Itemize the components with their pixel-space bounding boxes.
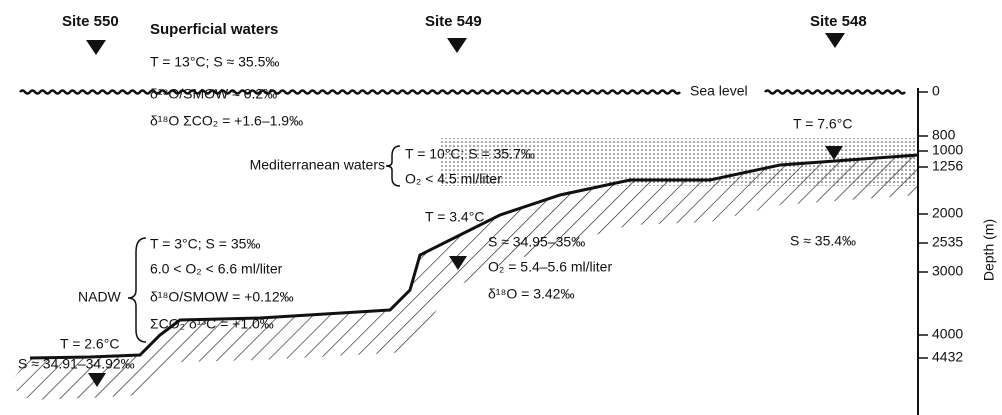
sea-level-label: Sea level (690, 83, 748, 99)
water-property: δ¹⁸O/SMOW ≈ 0.2‰ (150, 86, 277, 102)
salinity-label: S ≈ 35.4‰ (790, 233, 856, 249)
water-property: ΣCO₂ δ¹³C = +1.0‰ (150, 316, 274, 332)
site-label: Site 549 (425, 13, 482, 30)
temperature-label: T = 3.4°C (425, 209, 484, 225)
brace (128, 238, 146, 342)
sea-level-line (20, 91, 680, 94)
site-marker (447, 38, 467, 53)
tick-label: 0 (932, 83, 940, 99)
temperature-label: T = 2.6°C (60, 336, 119, 352)
water-property: O₂ < 4.5 ml/liter (405, 171, 502, 187)
tick-label: 4432 (932, 349, 963, 365)
water-property: T = 13°C; S ≈ 35.5‰ (150, 54, 279, 70)
site-label: Site 548 (810, 13, 867, 30)
water-title: Superficial waters (150, 21, 278, 38)
diagram: Site 550 Site 549 Site 548 Superficial w… (0, 0, 1002, 415)
tick-label: 3000 (932, 263, 963, 279)
tick-label: 800 (932, 127, 956, 143)
water-property: δ¹⁸O = 3.42‰ (488, 286, 574, 302)
tick-label: 4000 (932, 326, 963, 342)
site-label: Site 550 (62, 13, 119, 30)
water-property: T = 3°C; S = 35‰ (150, 236, 260, 252)
salinity-label: S ≈ 34.91–34.92‰ (18, 356, 135, 372)
water-title: Mediterranean waters (250, 157, 385, 173)
brace (386, 146, 400, 186)
water-property: 6.0 < O₂ < 6.6 ml/liter (150, 261, 283, 277)
temperature-label: T = 7.6°C (793, 116, 852, 132)
tick-label: 2535 (932, 234, 963, 250)
tick-label: 1256 (932, 158, 963, 174)
water-property: O₂ = 5.4–5.6 ml/liter (488, 259, 612, 275)
site-marker (86, 40, 106, 55)
sea-level-line (765, 91, 905, 94)
axis-title: Depth (m) (981, 219, 997, 281)
water-property: T = 10°C; S = 35.7‰ (405, 146, 535, 162)
water-property: δ¹⁸O/SMOW = +0.12‰ (150, 289, 294, 305)
site-marker (825, 33, 845, 48)
sediment-hatching (8, 155, 918, 400)
tick-label: 1000 (932, 142, 963, 158)
water-property: S ≈ 34.95–35‰ (488, 234, 585, 250)
water-property: δ¹⁸O ΣCO₂ = +1.6–1.9‰ (150, 113, 303, 129)
tick-label: 2000 (932, 205, 963, 221)
water-title: NADW (78, 289, 122, 305)
